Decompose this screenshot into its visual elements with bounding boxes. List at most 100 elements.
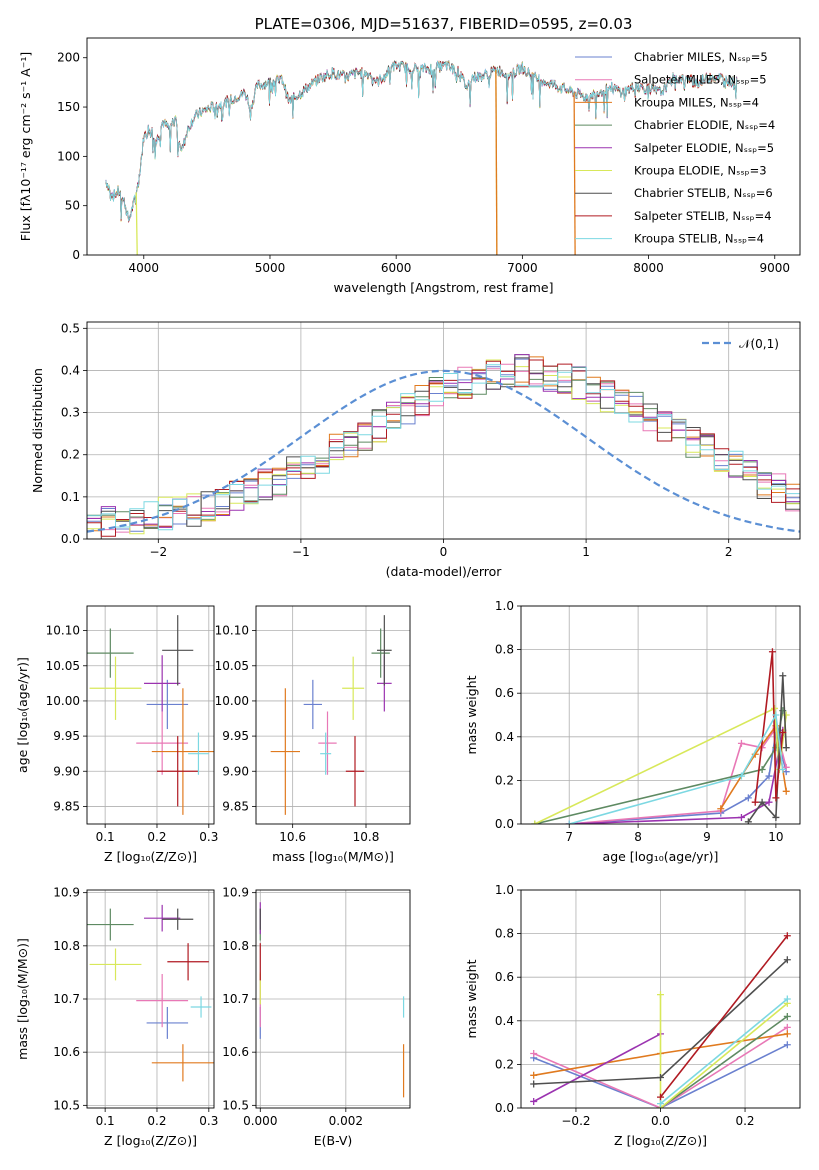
axes-frame xyxy=(255,605,411,825)
weight-marker xyxy=(657,1073,664,1081)
weight-marker xyxy=(758,766,766,773)
error-cross xyxy=(87,628,134,678)
legend: Chabrier MILES, Nₛₛₚ=5 Salpeter MILES, Nₛ… xyxy=(575,50,775,246)
weight-marker xyxy=(768,648,776,656)
x-tick-label: 0.2 xyxy=(735,1114,754,1128)
y-tick-label: 10.6 xyxy=(53,1045,80,1059)
y-tick-label: 9.90 xyxy=(53,764,80,778)
weight-marker xyxy=(779,766,787,773)
weight-marker xyxy=(783,1041,791,1049)
y-tick-label: 10.10 xyxy=(215,624,249,638)
x-axis-label: Z [log₁₀(Z/Z⊙)] xyxy=(614,1133,707,1148)
y-axis-label: age [log₁₀(age/yr)] xyxy=(15,657,30,773)
y-tick-label: 10.9 xyxy=(222,886,249,900)
age-vs-mass-plot-area xyxy=(270,615,392,815)
error-cross xyxy=(87,908,134,941)
weight-line xyxy=(659,998,788,1105)
weight-marker xyxy=(717,805,725,813)
y-tick-label: 0.4 xyxy=(495,730,514,744)
residuals-chart: −2 −1 0 1 2 0.0 0.1 0.2 0.3 0.4 0.5 (data-model)/er… xyxy=(30,321,801,579)
weight-line xyxy=(754,651,784,803)
error-cross xyxy=(162,908,194,930)
y-tick-label: 50 xyxy=(65,199,80,213)
axes-frame xyxy=(520,605,801,825)
y-axis-label: Flux [fλ10⁻¹⁷ erg cm⁻² s⁻¹ A⁻¹] xyxy=(18,52,33,241)
weight-line xyxy=(533,1044,788,1108)
error-cross xyxy=(320,732,332,775)
error-cross xyxy=(342,656,365,720)
weight-marker xyxy=(783,956,791,964)
x-tick-label: 8000 xyxy=(633,261,664,275)
weight-marker xyxy=(772,813,780,821)
x-tick-label: 0.3 xyxy=(199,830,218,844)
x-tick-label: 0.2 xyxy=(147,1114,166,1128)
y-tick-label: 10.5 xyxy=(53,1098,80,1112)
y-tick-label: 10.00 xyxy=(215,694,249,708)
spectrum-spike xyxy=(135,192,138,255)
weight-marker xyxy=(657,991,664,999)
weight-line xyxy=(534,710,784,824)
weight-marker xyxy=(744,818,752,824)
x-tick-label: −1 xyxy=(292,545,310,559)
mass-vs-EBV-plot-area xyxy=(259,902,405,1098)
error-cross xyxy=(377,615,392,686)
x-tick-label: 6000 xyxy=(381,261,412,275)
y-tick-label: 0.2 xyxy=(495,773,514,787)
x-tick-label: 4000 xyxy=(129,261,160,275)
error-cross xyxy=(136,711,189,775)
residuals-plot-area xyxy=(87,354,800,539)
y-axis-label: mass [log₁₀(M/M⊙)] xyxy=(15,938,30,1060)
legend-label: Chabrier MILES, Nₛₛₚ=5 xyxy=(634,50,768,64)
weight-marker xyxy=(751,798,759,806)
weight-marker xyxy=(530,1080,538,1088)
y-tick-label: 10.6 xyxy=(222,1045,249,1059)
normal-curve xyxy=(87,369,800,533)
y-tick-label: 0.0 xyxy=(495,817,514,831)
y-tick-label: 10.7 xyxy=(53,992,80,1006)
x-axis-label: Z [log₁₀(Z/Z⊙)] xyxy=(104,849,197,864)
spectrum-plot-area xyxy=(105,59,738,255)
y-tick-label: 10.8 xyxy=(222,939,249,953)
x-tick-label: −2 xyxy=(149,545,167,559)
weight-vs-Z-plot-area xyxy=(530,932,791,1108)
x-tick-label: 0.000 xyxy=(243,1114,277,1128)
x-tick-label: 0.2 xyxy=(147,830,166,844)
error-cross xyxy=(303,679,322,730)
weight-marker xyxy=(779,728,787,736)
x-tick-label: 0.002 xyxy=(329,1114,363,1128)
axes-frame xyxy=(86,605,215,825)
y-tick-label: 0.8 xyxy=(495,643,514,657)
x-tick-label: 0.0 xyxy=(651,1114,670,1128)
weight-line xyxy=(569,726,787,824)
spectrum-spike xyxy=(573,92,576,255)
legend-label: Kroupa ELODIE, Nₛₛₚ=3 xyxy=(634,164,767,178)
age-vs-Z-chart: 0.1 0.2 0.3 9.85 9.90 9.95 10.00 10.05 10.10 Z [l… xyxy=(15,605,218,864)
weight-line xyxy=(533,1026,788,1108)
y-tick-label: 0.3 xyxy=(61,406,80,420)
error-cross xyxy=(190,996,212,1018)
weight-line xyxy=(659,994,788,1108)
mass-vs-EBV-chart: 0.000 0.002 10.5 10.6 10.7 10.8 10.9 E(B-V) xyxy=(222,886,411,1148)
y-tick-label: 10.05 xyxy=(46,659,80,673)
spectrum-line xyxy=(105,61,738,222)
y-axis-label: Normed distribution xyxy=(30,368,45,493)
error-cross xyxy=(89,656,142,720)
weight-marker xyxy=(783,1030,791,1038)
weight-marker xyxy=(531,820,539,824)
weight-marker xyxy=(783,1023,791,1031)
x-axis-label: E(B-V) xyxy=(314,1133,353,1148)
x-tick-label: −0.2 xyxy=(561,1114,590,1128)
error-cross xyxy=(371,628,390,678)
weight-marker xyxy=(530,1071,538,1079)
weight-marker xyxy=(657,1100,664,1108)
mass-vs-Z-plot-area xyxy=(87,904,214,1082)
y-tick-label: 10.9 xyxy=(53,886,80,900)
legend-label: Salpeter STELIB, Nₛₛₚ=4 xyxy=(634,209,772,223)
legend-label: Chabrier STELIB, Nₛₛₚ=6 xyxy=(634,186,773,200)
y-tick-label: 150 xyxy=(57,100,80,114)
y-tick-label: 0.6 xyxy=(495,970,514,984)
y-tick-label: 0.0 xyxy=(495,1101,514,1115)
x-tick-label: 9000 xyxy=(759,261,790,275)
spectrum-chart: 4000 5000 6000 7000 8000 9000 0 50 100 150 200 wave… xyxy=(18,15,801,295)
y-tick-label: 9.85 xyxy=(222,799,249,813)
